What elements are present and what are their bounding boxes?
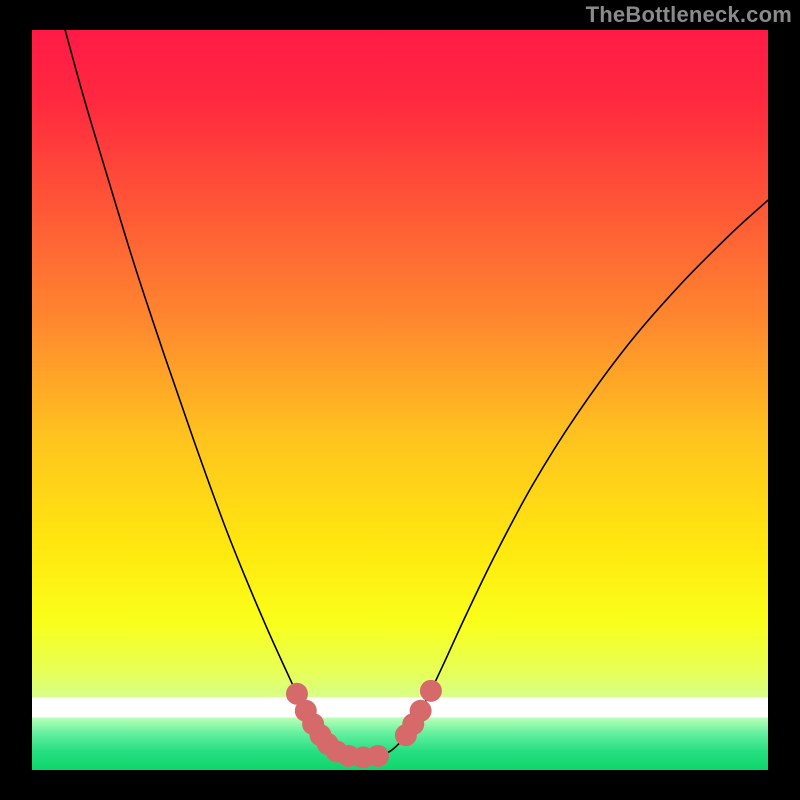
curve-marker	[367, 745, 389, 767]
watermark-text: TheBottleneck.com	[586, 2, 792, 28]
plot-background	[32, 30, 768, 770]
curve-marker	[410, 700, 432, 722]
curve-marker	[420, 680, 442, 702]
bottleneck-chart	[0, 0, 800, 800]
